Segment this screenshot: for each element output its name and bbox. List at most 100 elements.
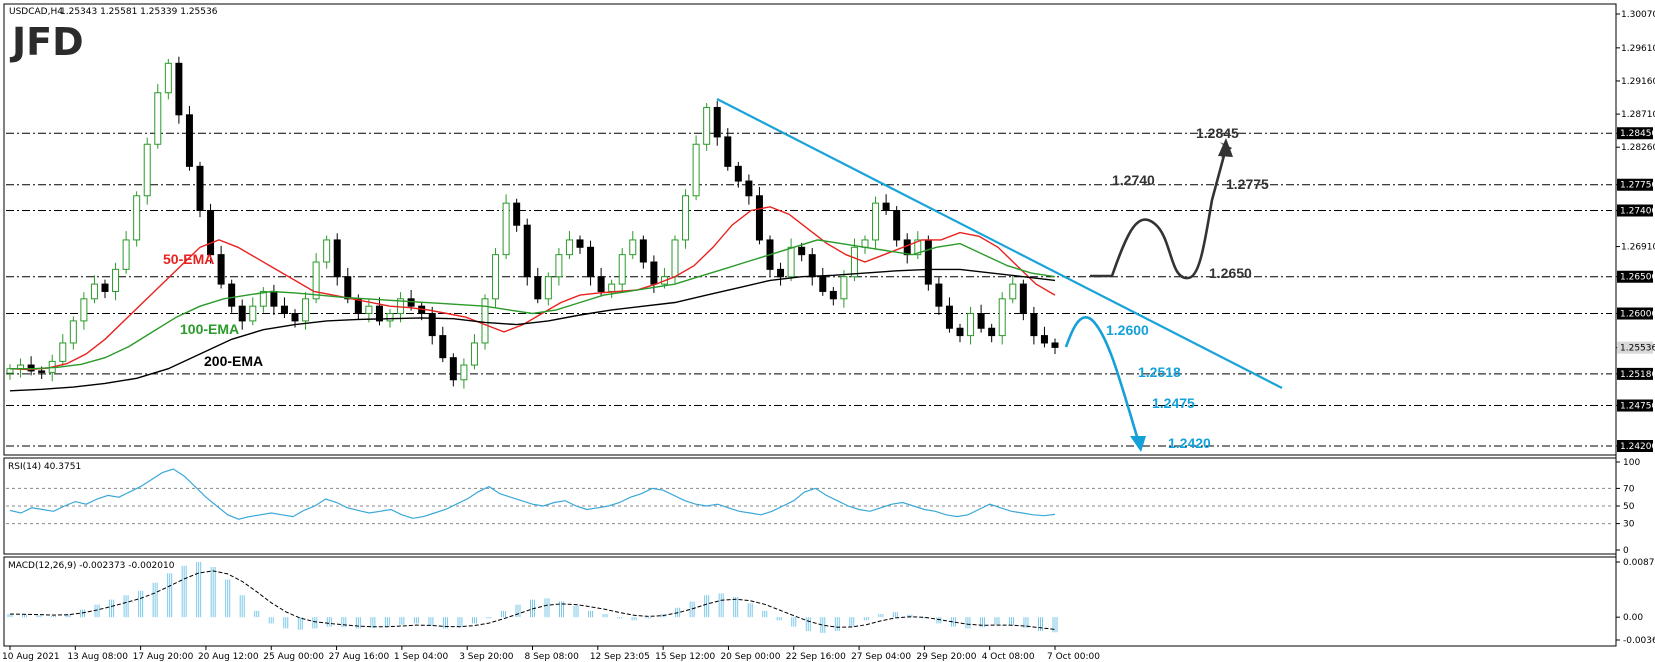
time-tick-label: 15 Sep 12:00 — [655, 652, 715, 662]
ema50-label: 50-EMA — [163, 251, 214, 267]
candle-body — [1030, 313, 1038, 337]
candle-body — [154, 92, 162, 145]
candle-body — [59, 342, 67, 362]
time-tick-label: 3 Sep 20:00 — [459, 652, 514, 662]
level-label-12518: 1.2518 — [1138, 364, 1181, 380]
candle-body — [998, 298, 1006, 337]
price-tick-label: 1.26500 — [1620, 273, 1655, 283]
candle-body — [502, 202, 510, 256]
price-tag — [1617, 399, 1653, 412]
rsi-line — [9, 468, 1056, 520]
rsi-panel: 100 70 50 30 0 — [6, 458, 1640, 556]
candle-body — [893, 209, 901, 241]
candle-body — [365, 305, 373, 315]
price-tick-label: 1.28710 — [1621, 110, 1655, 120]
rsi-title: RSI(14) 40.3751 — [8, 462, 81, 472]
candle-body — [682, 195, 690, 241]
price-tick-label: 1.26000 — [1620, 310, 1655, 320]
candle-body — [238, 305, 246, 322]
price-tag — [1617, 341, 1653, 354]
price-tick-label: 1.29160 — [1621, 77, 1655, 87]
price-tick-label: 1.25536 — [1620, 344, 1655, 354]
price-tick-label: 1.24200 — [1620, 442, 1655, 452]
candle-body — [850, 246, 858, 278]
time-tick-label: 20 Sep 00:00 — [720, 652, 780, 662]
candle-body — [935, 283, 943, 307]
time-tick-label: 8 Sep 08:00 — [525, 652, 580, 662]
price-tick-label: 1.27750 — [1620, 181, 1655, 191]
candle-body — [175, 62, 183, 116]
candle-body — [565, 239, 573, 256]
candle-body — [164, 62, 172, 94]
ema100-line — [10, 239, 1056, 370]
candle-body — [777, 268, 785, 278]
candle-body — [703, 106, 711, 145]
price-tick-label: 1.29610 — [1621, 44, 1655, 54]
candle-body — [185, 114, 193, 167]
candle-body — [840, 276, 848, 300]
candle-body — [544, 276, 552, 300]
candle-body — [249, 305, 257, 322]
candle-body — [407, 298, 415, 307]
candle-body — [671, 239, 679, 278]
candle-body — [724, 136, 732, 167]
macd-tick-label: -0.003637 — [1623, 636, 1655, 646]
ema-lines — [9, 206, 1056, 392]
time-tick-label: 25 Aug 00:00 — [263, 652, 324, 662]
time-tick-label: 29 Sep 20:00 — [916, 652, 976, 662]
candle-body — [80, 298, 88, 322]
candle-body — [914, 239, 922, 256]
candle-body — [555, 254, 563, 278]
candle-body — [133, 195, 141, 241]
candle-body — [291, 313, 299, 322]
level-label-12845: 1.2845 — [1196, 125, 1239, 141]
ohlc-label: 1.25343 1.25581 1.25339 1.25536 — [60, 7, 218, 17]
candle-body — [597, 276, 605, 292]
candle-body — [38, 370, 46, 373]
price-tick-label: 1.28450 — [1620, 129, 1655, 139]
candle-body — [470, 342, 478, 366]
candle-body — [587, 246, 595, 278]
candle-body — [492, 254, 500, 300]
candle-body — [375, 305, 383, 322]
time-tick-label: 13 Aug 08:00 — [67, 652, 128, 662]
candle-body — [650, 261, 658, 285]
candle-body — [259, 290, 267, 307]
candle-body — [122, 239, 130, 270]
candle-body — [1009, 283, 1017, 300]
support-resistance-levels — [6, 132, 1612, 447]
upside-scenario-path — [1090, 147, 1228, 280]
candle-body — [534, 276, 542, 300]
candle-body — [755, 195, 763, 241]
rsi-tick-label: 70 — [1623, 484, 1635, 494]
time-tick-label: 22 Sep 16:00 — [786, 652, 846, 662]
candle-body — [608, 283, 616, 292]
candle-body — [312, 261, 320, 300]
ema200-label: 200-EMA — [204, 353, 263, 369]
macd-tick-label: 0.00 — [1623, 613, 1643, 623]
candle-body — [819, 276, 827, 292]
candle-body — [386, 313, 394, 322]
ema50-line — [9, 206, 1056, 371]
candle-body — [228, 283, 236, 307]
price-tag — [1617, 270, 1653, 283]
candle-body — [872, 202, 880, 241]
price-axis: 1.30070 1.29610 1.29160 1.28710 1.28450 1.282… — [1615, 4, 1655, 646]
macd-signal-line — [9, 570, 1056, 630]
candle-body — [692, 143, 700, 197]
downside-arrowhead — [1130, 436, 1146, 452]
candlesticks — [6, 56, 1059, 389]
time-tick-label: 1 Sep 04:00 — [394, 652, 449, 662]
descending-trendline — [716, 98, 1283, 389]
price-tag — [1617, 127, 1653, 140]
price-tick-label: 1.27400 — [1620, 206, 1655, 216]
candle-body — [861, 239, 869, 248]
rsi-tick-label: 50 — [1623, 502, 1635, 512]
candle-body — [270, 290, 278, 307]
candle-body — [629, 239, 637, 256]
level-label-12475: 1.2475 — [1152, 395, 1195, 411]
candle-body — [956, 327, 964, 337]
upside-arrowhead — [1218, 138, 1233, 157]
candle-body — [344, 276, 352, 300]
